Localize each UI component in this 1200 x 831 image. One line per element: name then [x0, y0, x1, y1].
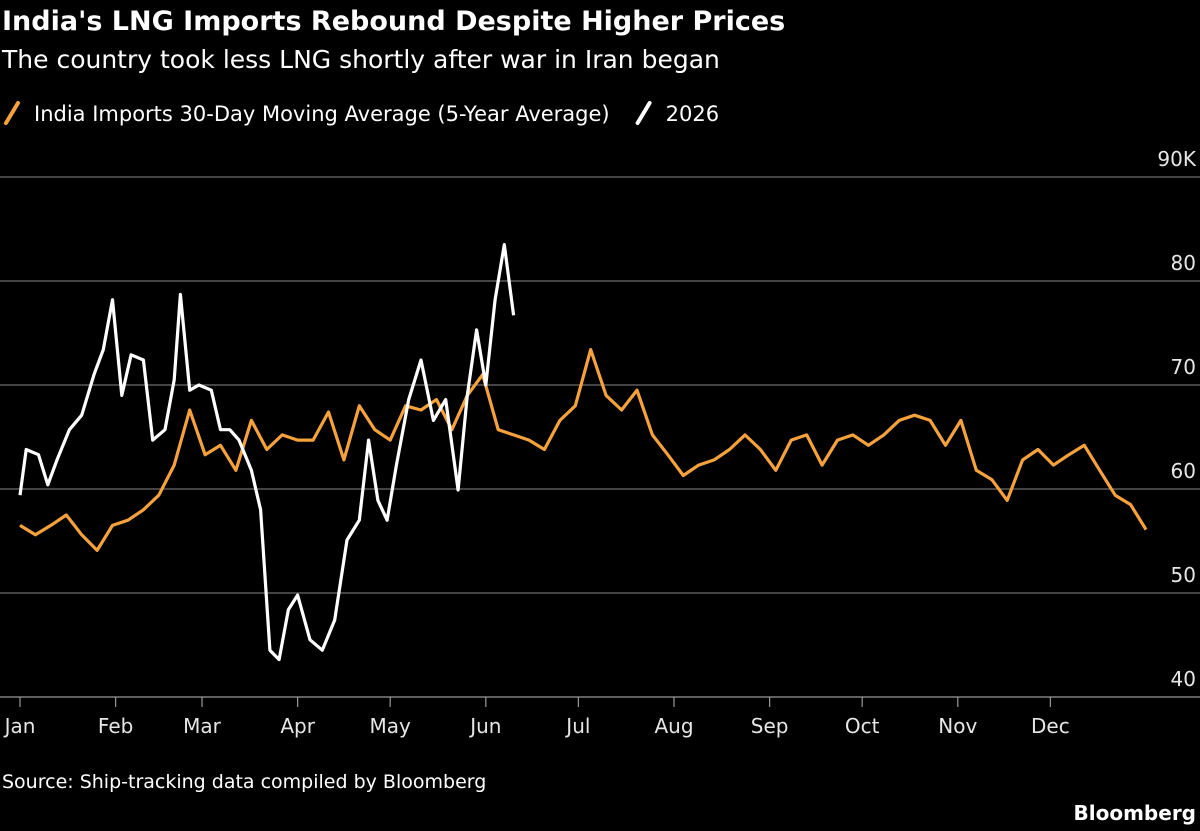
x-tick-label: Oct — [845, 714, 880, 738]
source: Source: Ship-tracking data compiled by B… — [2, 771, 486, 793]
y-tick-label: 40 — [1171, 667, 1196, 691]
brand: Bloomberg — [1074, 801, 1196, 825]
chart-title: India's LNG Imports Rebound Despite High… — [2, 6, 785, 37]
legend-swatch — [4, 101, 20, 125]
x-tick-label: Dec — [1031, 714, 1070, 738]
legend-label: 2026 — [666, 102, 719, 126]
x-tick-label: Sep — [751, 714, 789, 738]
y-tick-label: 50 — [1171, 563, 1196, 587]
y-tick-label: 90K — [1157, 147, 1196, 171]
x-tick-label: Jan — [3, 714, 36, 738]
chart-subtitle: The country took less LNG shortly after … — [1, 45, 720, 74]
x-tick-label: Feb — [98, 714, 133, 738]
x-tick-label: Apr — [280, 714, 315, 738]
x-tick-label: Jul — [564, 714, 590, 738]
y-tick-label: 80 — [1171, 251, 1196, 275]
x-tick-label: Aug — [654, 714, 693, 738]
x-tick-label: Mar — [183, 714, 222, 738]
y-tick-label: 60 — [1171, 459, 1196, 483]
series-line — [18, 243, 516, 662]
legend-label: India Imports 30-Day Moving Average (5-Y… — [34, 102, 610, 126]
x-tick-label: May — [370, 714, 412, 738]
legend-swatch — [635, 101, 652, 125]
x-tick-label: Nov — [938, 714, 977, 738]
y-tick-label: 70 — [1171, 355, 1196, 379]
x-tick-label: Jun — [468, 714, 501, 738]
series-line — [19, 348, 1148, 552]
